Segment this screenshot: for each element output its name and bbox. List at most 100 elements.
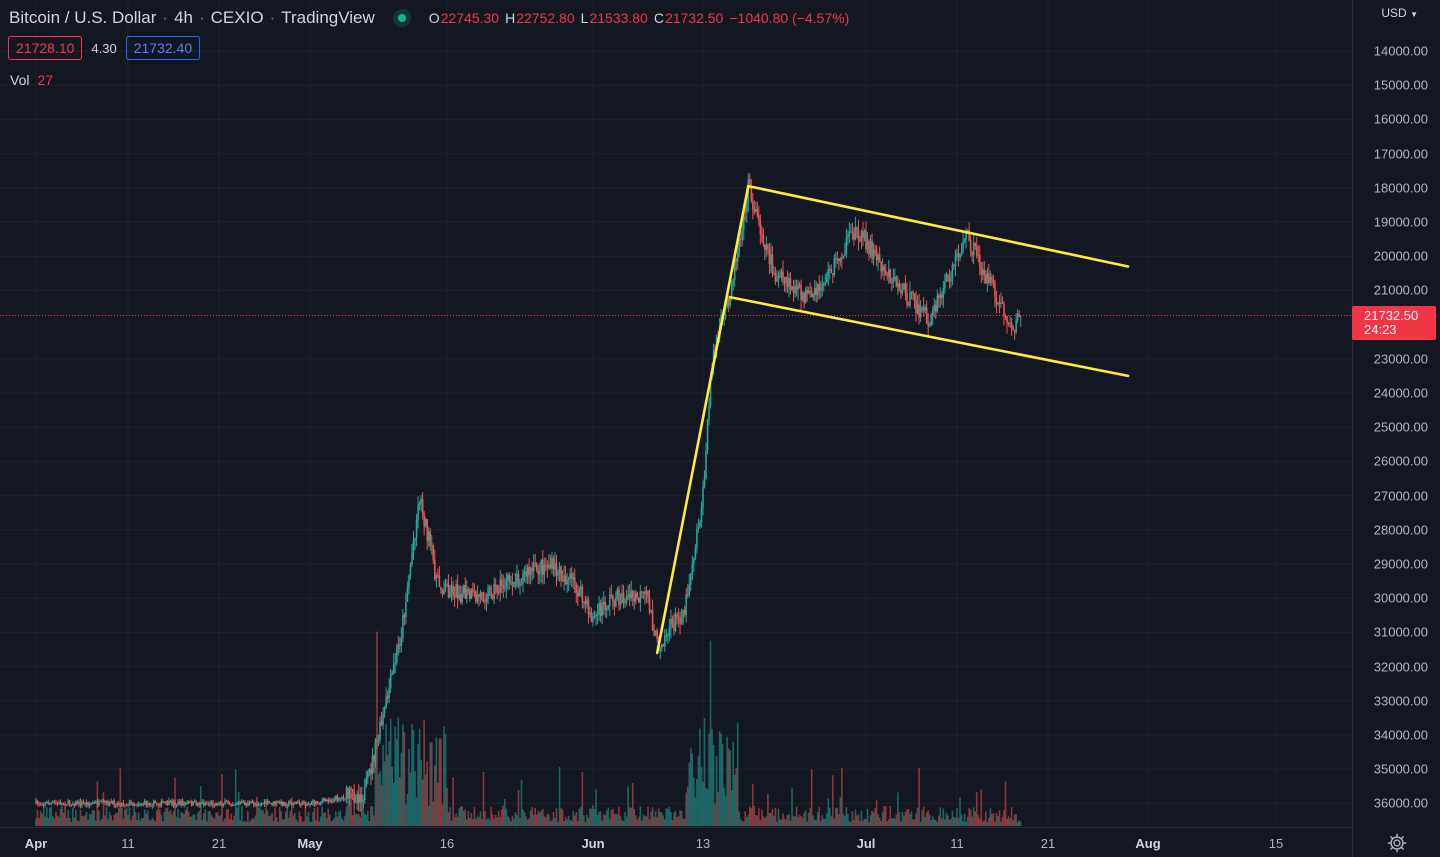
candle-body xyxy=(316,801,319,803)
volume-bar xyxy=(991,814,993,826)
volume-bar xyxy=(718,731,721,826)
candle-body xyxy=(724,307,727,312)
interval-label[interactable]: 4h xyxy=(174,8,193,27)
volume-bar xyxy=(65,818,68,826)
volume-bar xyxy=(927,810,929,826)
candle-body xyxy=(853,233,855,240)
volume-bar xyxy=(45,807,48,826)
volume-bar xyxy=(1004,781,1007,826)
candle-body xyxy=(397,644,400,650)
volume-bar xyxy=(572,811,575,826)
drawing-tools[interactable] xyxy=(655,184,1130,655)
volume-bar xyxy=(452,776,454,826)
candle-body xyxy=(767,245,769,249)
market-status-icon[interactable] xyxy=(392,9,411,27)
candle-body xyxy=(485,598,488,602)
volume-bar xyxy=(665,808,668,826)
price-axis[interactable]: USD ▼ 14000.00 15000.00 16000.00 17000.00 18… xyxy=(1352,0,1440,857)
candle-body xyxy=(168,800,170,805)
volume-bar xyxy=(104,815,106,826)
volume-bar xyxy=(602,814,605,826)
time-axis[interactable]: Apr 11 21 May 16 Jun 13 Jul 11 21 Aug 15 xyxy=(0,827,1352,857)
currency-selector[interactable]: USD ▼ xyxy=(1381,6,1418,20)
volume-bar xyxy=(418,728,421,826)
volume-bar xyxy=(516,814,518,826)
volume-legend[interactable]: Vol 27 xyxy=(10,72,53,88)
trend-line-impulse[interactable] xyxy=(655,184,750,655)
time-tick-label: Apr xyxy=(24,836,48,851)
candle-body xyxy=(630,590,632,599)
volume-bar xyxy=(362,794,365,826)
volume-bar xyxy=(514,812,517,826)
volume-bar xyxy=(844,815,846,826)
candle-body xyxy=(887,269,890,277)
price-chart[interactable] xyxy=(0,0,1352,827)
volume-bar xyxy=(300,816,302,826)
candle-body xyxy=(874,249,876,251)
candle-body xyxy=(986,273,989,284)
volume-bar xyxy=(633,809,636,826)
candle-body xyxy=(906,293,908,305)
candle-body xyxy=(406,587,409,602)
candle-body xyxy=(283,802,286,806)
volume-bar xyxy=(738,811,741,826)
candle-body xyxy=(440,586,442,590)
channel-line-upper[interactable] xyxy=(746,184,1130,268)
open-value: 22745.30 xyxy=(440,10,500,26)
candle-body xyxy=(432,545,435,561)
volume-bar xyxy=(936,821,939,826)
volume-bar xyxy=(259,807,261,826)
volume-bar xyxy=(427,805,430,826)
gear-icon[interactable] xyxy=(1386,832,1408,854)
candle-body xyxy=(243,801,246,806)
candle-body xyxy=(195,801,198,806)
buy-ask-button[interactable]: 21732.40 xyxy=(125,36,201,60)
volume-bar xyxy=(130,820,132,826)
candle-body xyxy=(269,802,272,804)
candle-body xyxy=(881,266,884,272)
volume-bar xyxy=(667,809,669,826)
candle-body xyxy=(364,786,366,801)
candle-body xyxy=(659,648,662,651)
chart-pane[interactable]: Bitcoin / U.S. Dollar · 4h · CEXIO · Tra… xyxy=(0,0,1352,827)
candle-body xyxy=(803,292,805,304)
volume-bar xyxy=(956,808,958,826)
volume-bar xyxy=(254,815,257,826)
volume-bar xyxy=(503,798,506,826)
volume-bar xyxy=(904,811,907,826)
sell-bid-button[interactable]: 21728.10 xyxy=(8,36,83,60)
volume-bar xyxy=(1012,819,1014,826)
volume-bar xyxy=(330,821,333,826)
symbol-name[interactable]: Bitcoin / U.S. Dollar xyxy=(9,8,157,27)
candle-body xyxy=(385,696,387,708)
channel-line-lower[interactable] xyxy=(728,295,1130,378)
volume-bar xyxy=(689,748,692,826)
candle-body xyxy=(576,592,579,597)
exchange-label[interactable]: CEXIO xyxy=(210,8,264,27)
candle-body xyxy=(130,801,132,803)
volume-bar xyxy=(148,819,151,826)
candle-body xyxy=(928,325,931,327)
candle-body xyxy=(531,568,533,572)
candle-body xyxy=(700,507,703,523)
candle-body xyxy=(735,259,738,262)
volume-bar xyxy=(146,810,149,826)
volume-bar xyxy=(180,811,182,826)
candle-body xyxy=(42,804,45,806)
volume-bar xyxy=(598,811,600,826)
volume-bar xyxy=(657,808,660,826)
candle-body xyxy=(750,186,753,202)
volume-bar xyxy=(841,768,843,826)
candle-body xyxy=(863,230,866,239)
candle-body xyxy=(520,582,523,585)
volume-bar xyxy=(523,812,526,826)
candle-body xyxy=(181,800,184,806)
volume-bar xyxy=(995,812,998,826)
candle-body xyxy=(981,269,984,275)
volume-bar xyxy=(67,810,69,826)
volume-bar xyxy=(900,821,902,826)
volume-bar xyxy=(851,811,854,826)
candle-body xyxy=(415,519,418,539)
volume-bar xyxy=(824,818,827,826)
volume-bar xyxy=(127,815,129,826)
